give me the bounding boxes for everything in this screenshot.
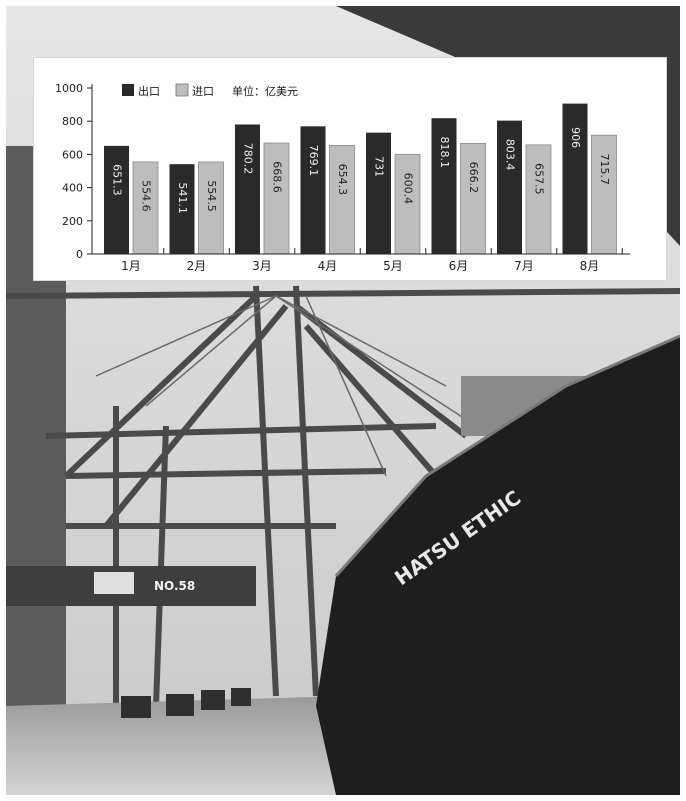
value-label-export: 906 bbox=[569, 127, 582, 148]
bar-import bbox=[263, 142, 290, 255]
x-category-label: 4月 bbox=[318, 259, 338, 273]
legend: 出口 进口 单位：亿美元 bbox=[122, 83, 298, 98]
x-axis: 1月 2月 3月 4月 5月 6月 7月 8月 bbox=[92, 248, 630, 273]
y-axis: 0 200 400 600 800 1000 bbox=[55, 82, 93, 261]
bars: 651.3 554.6 541.1 554.5 780.2 668.6 769.1 654.3… bbox=[104, 103, 617, 255]
bar-import bbox=[460, 143, 486, 255]
value-label-import: 600.4 bbox=[402, 173, 415, 205]
bar-import bbox=[329, 144, 355, 255]
bar-export bbox=[431, 118, 457, 254]
value-label-import: 657.5 bbox=[533, 163, 546, 195]
bar-export bbox=[300, 126, 326, 254]
unit-label: 单位：亿美元 bbox=[232, 84, 298, 98]
x-category-label: 8月 bbox=[580, 259, 600, 273]
value-label-import: 554.6 bbox=[140, 180, 153, 212]
x-category-label: 1月 bbox=[121, 259, 141, 273]
x-category-label: 5月 bbox=[383, 259, 403, 273]
value-label-import: 654.3 bbox=[336, 164, 349, 196]
quay-ground bbox=[6, 696, 346, 795]
value-label-import: 666.2 bbox=[467, 162, 480, 194]
legend-swatch-import bbox=[175, 83, 189, 97]
bar-import bbox=[198, 161, 224, 255]
bar-export bbox=[235, 124, 260, 254]
legend-label-import: 进口 bbox=[192, 85, 214, 98]
x-category-label: 2月 bbox=[187, 259, 207, 273]
legend-label-export: 出口 bbox=[138, 84, 160, 98]
y-tick-label: 200 bbox=[62, 215, 83, 228]
bar-export bbox=[104, 145, 129, 254]
x-category-label: 6月 bbox=[449, 259, 469, 273]
value-label-export: 731 bbox=[373, 156, 386, 177]
bar-export bbox=[169, 164, 195, 254]
crane-cables bbox=[95, 295, 477, 477]
value-label-export: 803.4 bbox=[504, 139, 517, 171]
y-tick-label: 1000 bbox=[55, 82, 83, 95]
bar-export bbox=[562, 103, 588, 254]
bar-import bbox=[132, 161, 159, 255]
bar-import bbox=[394, 153, 421, 255]
legend-swatch-export bbox=[122, 84, 134, 96]
value-label-export: 780.2 bbox=[242, 143, 255, 175]
trucks bbox=[121, 688, 251, 718]
trade-bar-chart: 出口 进口 单位：亿美元 0 200 400 600 800 1000 651.3 554.… bbox=[34, 58, 666, 280]
x-category-label: 7月 bbox=[514, 259, 534, 273]
value-label-export: 541.1 bbox=[176, 182, 189, 214]
value-label-import: 554.5 bbox=[205, 180, 218, 212]
value-label-import: 668.6 bbox=[271, 161, 284, 193]
ship-hull bbox=[316, 336, 680, 795]
value-label-export: 818.1 bbox=[438, 136, 451, 168]
crane-label: NO.58 bbox=[154, 579, 195, 593]
y-tick-label: 400 bbox=[62, 182, 83, 195]
bar-import bbox=[525, 144, 552, 255]
x-category-label: 3月 bbox=[252, 259, 272, 273]
y-tick-label: 0 bbox=[76, 248, 83, 261]
value-label-export: 769.1 bbox=[307, 145, 320, 177]
bar-export bbox=[497, 120, 522, 254]
ship-deck-edge bbox=[334, 334, 680, 578]
bar-export bbox=[366, 132, 391, 254]
y-tick-label: 600 bbox=[62, 148, 83, 161]
bar-import bbox=[591, 134, 617, 255]
value-label-export: 651.3 bbox=[111, 164, 124, 196]
y-tick-label: 800 bbox=[62, 115, 83, 128]
value-label-import: 715.7 bbox=[598, 153, 611, 185]
